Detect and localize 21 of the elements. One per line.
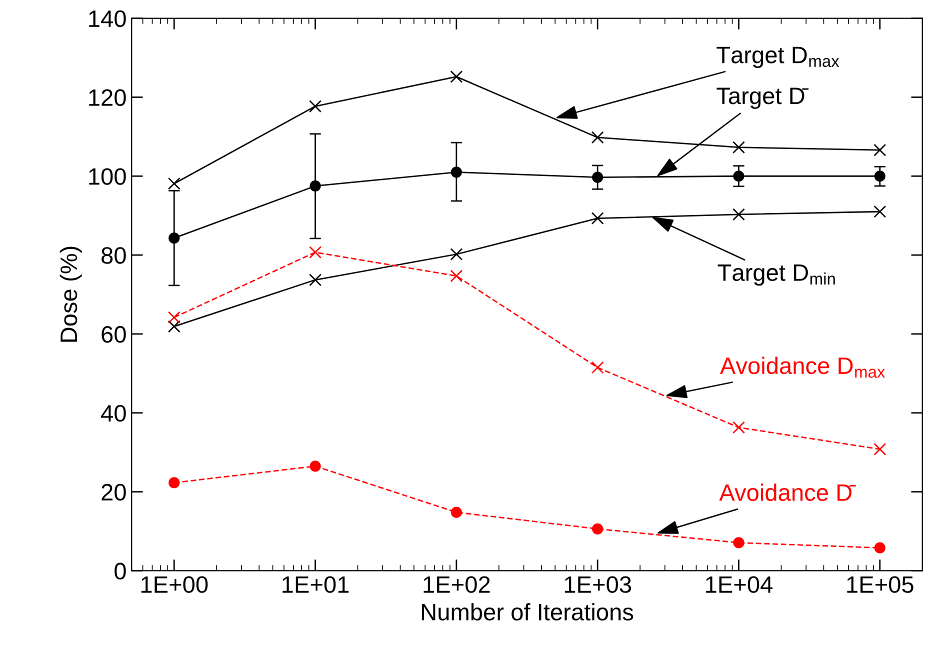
x-tick-label: 1E+02 xyxy=(424,576,490,593)
y-tick-label: 120 xyxy=(89,89,126,106)
annotation: Avoidance D̄ xyxy=(719,484,856,501)
y-tick-label: 0 xyxy=(114,562,126,580)
y-tick-label: 40 xyxy=(101,404,126,422)
x-tick-label: 1E+00 xyxy=(141,576,208,593)
y-tick-label: 80 xyxy=(102,247,126,264)
y-axis-title: Dose (%) xyxy=(60,246,82,342)
y-tick-label: 140 xyxy=(89,10,126,28)
x-tick-label: 1E+03 xyxy=(564,576,632,593)
annotation: Target D$_{max}$ xyxy=(716,46,840,68)
x-axis-title: Number of Iterations xyxy=(422,603,634,620)
annotation: Avoidance D$_{max}$ xyxy=(720,356,886,378)
x-tick-label: 1E+05 xyxy=(847,576,914,593)
y-tick-label: 20 xyxy=(102,484,126,501)
x-tick-label: 1E+01 xyxy=(282,576,349,593)
annotation: Target D̄ xyxy=(716,88,809,109)
y-tick-label: 60 xyxy=(102,326,126,343)
y-tick-label: 100 xyxy=(89,168,126,185)
x-tick-label: 1E+04 xyxy=(706,576,772,593)
annotation: Target D$_{min}$ xyxy=(718,264,835,286)
